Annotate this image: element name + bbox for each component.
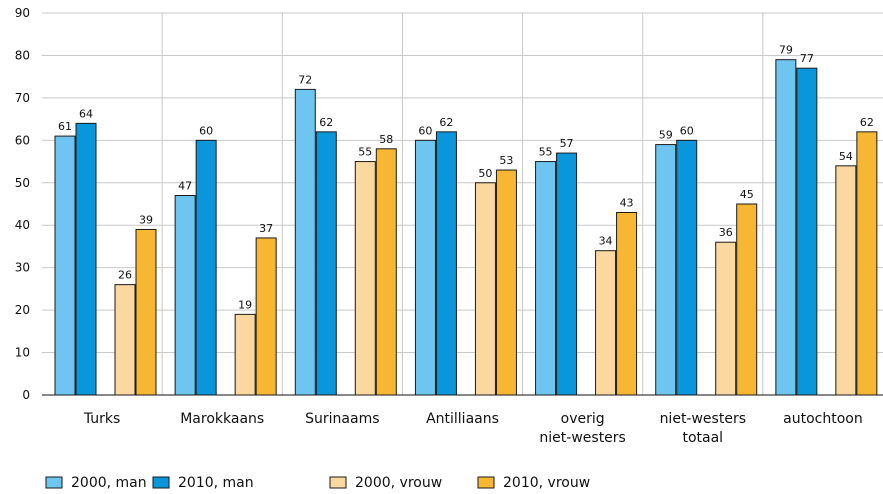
bar bbox=[75, 122, 97, 396]
category-label: totaal bbox=[682, 430, 723, 446]
bar bbox=[195, 139, 217, 396]
legend-label: 2010, man bbox=[178, 475, 254, 491]
data-label: 77 bbox=[800, 52, 814, 65]
category-label: overig bbox=[561, 411, 605, 427]
bar bbox=[595, 250, 617, 396]
y-axis-ticks: 0 10 20 30 40 50 60 70 80 90 bbox=[15, 6, 30, 402]
y-tick-label: 80 bbox=[15, 48, 30, 62]
bar bbox=[114, 284, 136, 396]
legend: 2000, man 2010, man 2000, vrouw 2010, vrouw bbox=[45, 475, 590, 491]
legend-swatch bbox=[45, 476, 63, 489]
bar bbox=[474, 182, 496, 396]
data-label: 59 bbox=[659, 129, 673, 142]
data-label: 64 bbox=[79, 107, 93, 120]
data-label: 62 bbox=[439, 116, 453, 129]
bar bbox=[535, 161, 557, 396]
legend-label: 2010, vrouw bbox=[503, 475, 590, 491]
data-label: 50 bbox=[478, 167, 492, 180]
bar bbox=[354, 161, 376, 396]
bar bbox=[715, 241, 737, 396]
category-label: Turks bbox=[83, 411, 120, 427]
data-label: 62 bbox=[860, 116, 874, 129]
y-tick-label: 30 bbox=[15, 261, 30, 275]
data-label: 19 bbox=[238, 298, 252, 311]
data-label: 34 bbox=[599, 235, 613, 248]
data-label: 39 bbox=[139, 213, 153, 226]
category-label: Surinaams bbox=[305, 411, 379, 427]
bar bbox=[796, 67, 818, 396]
bar bbox=[315, 131, 337, 396]
data-label: 62 bbox=[319, 116, 333, 129]
data-label: 61 bbox=[58, 120, 72, 133]
bar bbox=[676, 139, 698, 396]
category-label: niet-westers bbox=[539, 430, 625, 446]
data-label: 26 bbox=[118, 269, 132, 282]
data-label: 60 bbox=[418, 124, 432, 137]
legend-label: 2000, vrouw bbox=[355, 475, 442, 491]
y-tick-label: 40 bbox=[15, 218, 30, 232]
bar bbox=[414, 139, 436, 396]
data-label: 45 bbox=[740, 188, 754, 201]
data-label: 47 bbox=[178, 180, 192, 193]
data-label: 60 bbox=[680, 124, 694, 137]
bar bbox=[495, 169, 517, 396]
y-tick-label: 20 bbox=[15, 303, 30, 317]
legend-label: 2000, man bbox=[71, 475, 147, 491]
legend-swatch bbox=[477, 476, 495, 489]
bar bbox=[54, 135, 76, 396]
y-tick-label: 0 bbox=[22, 388, 30, 402]
bar bbox=[375, 148, 397, 396]
bar bbox=[736, 203, 758, 396]
category-label: Marokkaans bbox=[180, 411, 264, 427]
y-tick-label: 10 bbox=[15, 346, 30, 360]
data-label: 54 bbox=[839, 150, 853, 163]
data-label: 53 bbox=[499, 154, 513, 167]
bar bbox=[174, 195, 196, 396]
y-tick-label: 70 bbox=[15, 91, 30, 105]
x-axis-categories: Turks Marokkaans Surinaams Antilliaans overi… bbox=[83, 411, 863, 446]
bar bbox=[856, 131, 878, 396]
bar bbox=[616, 211, 638, 396]
bar bbox=[655, 144, 677, 396]
y-tick-label: 50 bbox=[15, 176, 30, 190]
bar bbox=[435, 131, 457, 396]
bars bbox=[54, 59, 878, 396]
legend-swatch bbox=[152, 476, 170, 489]
bar bbox=[835, 165, 857, 396]
category-label: Antilliaans bbox=[426, 411, 499, 427]
bar bbox=[556, 152, 578, 396]
data-label: 36 bbox=[719, 226, 733, 239]
bar bbox=[255, 237, 277, 396]
category-label: niet-westers bbox=[660, 411, 746, 427]
data-label: 43 bbox=[620, 196, 634, 209]
data-label: 79 bbox=[779, 44, 793, 57]
data-label: 57 bbox=[560, 137, 574, 150]
data-labels: 61 47 72 60 55 59 79 64 60 62 62 57 60 77 26 19 55 50 34 36… bbox=[58, 44, 874, 312]
data-label: 55 bbox=[358, 146, 372, 159]
legend-swatch bbox=[329, 476, 347, 489]
data-label: 72 bbox=[298, 73, 312, 86]
y-tick-label: 60 bbox=[15, 133, 30, 147]
y-tick-label: 90 bbox=[15, 6, 30, 20]
bar bbox=[135, 228, 157, 396]
data-label: 37 bbox=[259, 222, 273, 235]
bar bbox=[294, 88, 316, 396]
category-label: autochtoon bbox=[783, 411, 863, 427]
bar bbox=[234, 313, 256, 396]
data-label: 60 bbox=[199, 124, 213, 137]
data-label: 55 bbox=[539, 146, 553, 159]
bar bbox=[775, 59, 797, 396]
data-label: 58 bbox=[379, 133, 393, 146]
